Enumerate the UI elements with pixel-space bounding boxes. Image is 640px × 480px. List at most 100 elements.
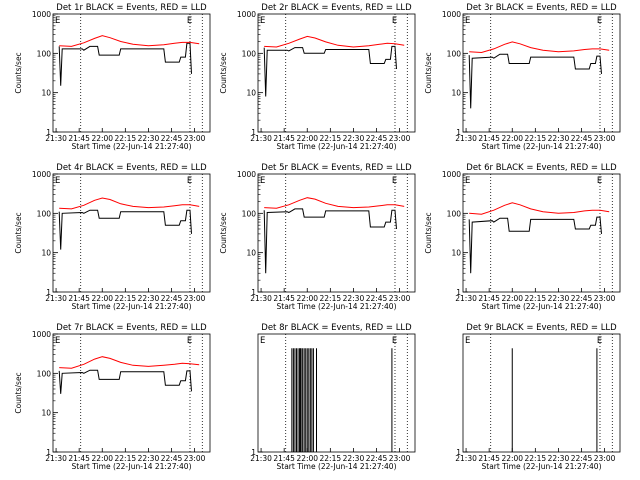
y-tick-label: 100 bbox=[447, 209, 462, 218]
chart-title: Det 5r BLACK = Events, RED = LLD bbox=[261, 163, 412, 173]
y-axis-label: Counts/sec bbox=[14, 52, 23, 93]
chart-title: Det 8r BLACK = Events, RED = LLD bbox=[261, 323, 412, 333]
x-tick-label: 23:00 bbox=[594, 294, 616, 303]
plot-frame bbox=[52, 13, 211, 133]
lld-series-line bbox=[469, 41, 610, 54]
x-tick-label: 22:30 bbox=[343, 294, 365, 303]
x-tick-label: 21:30 bbox=[250, 134, 272, 143]
x-tick-label: 22:15 bbox=[320, 134, 342, 143]
y-tick-label: 1 bbox=[251, 128, 256, 137]
x-tick-label: 22:45 bbox=[571, 134, 593, 143]
y-tick-label: 10 bbox=[41, 89, 51, 98]
y-tick-label: 1 bbox=[456, 448, 461, 457]
y-axis-label: Counts/sec bbox=[219, 52, 228, 93]
y-tick-label: 1 bbox=[46, 448, 51, 457]
y-tick-label: 1000 bbox=[32, 170, 51, 179]
x-tick-label: 22:45 bbox=[161, 454, 183, 463]
event-marker-label: E bbox=[392, 176, 397, 186]
x-tick-label: 21:45 bbox=[273, 454, 295, 463]
y-tick-label: 1000 bbox=[442, 170, 461, 179]
x-tick-label: 21:45 bbox=[478, 134, 500, 143]
y-tick-label: 1000 bbox=[442, 10, 461, 19]
x-axis-label: Start Time (22-Jun-14 21:27:40) bbox=[482, 142, 602, 151]
event-marker-label: E bbox=[260, 176, 265, 186]
event-marker-label: E bbox=[260, 16, 265, 26]
x-tick-label: 22:30 bbox=[548, 134, 570, 143]
y-axis-label: Counts/sec bbox=[424, 212, 433, 253]
chart-title: Det 1r BLACK = Events, RED = LLD bbox=[56, 3, 207, 13]
y-tick-label: 10 bbox=[41, 409, 51, 418]
event-marker-label: E bbox=[392, 336, 397, 346]
x-tick-label: 23:00 bbox=[389, 294, 411, 303]
x-tick-label: 21:30 bbox=[455, 294, 477, 303]
x-tick-label: 22:15 bbox=[320, 454, 342, 463]
chart-title: Det 2r BLACK = Events, RED = LLD bbox=[261, 3, 412, 13]
x-tick-label: 23:00 bbox=[184, 294, 206, 303]
x-tick-label: 22:00 bbox=[91, 294, 113, 303]
y-tick-label: 10 bbox=[41, 249, 51, 258]
y-tick-label: 100 bbox=[242, 49, 257, 58]
event-marker-label: E bbox=[597, 176, 602, 186]
y-tick-label: 10 bbox=[246, 89, 256, 98]
y-tick-label: 10 bbox=[451, 89, 461, 98]
x-tick-label: 22:15 bbox=[115, 454, 137, 463]
x-tick-label: 21:45 bbox=[478, 454, 500, 463]
y-tick-label: 1000 bbox=[237, 170, 256, 179]
y-tick-label: 100 bbox=[37, 209, 52, 218]
x-tick-label: 22:45 bbox=[161, 294, 183, 303]
y-axis-label: Counts/sec bbox=[14, 372, 23, 413]
lld-series-line bbox=[469, 202, 610, 215]
x-tick-label: 22:30 bbox=[548, 454, 570, 463]
y-tick-label: 100 bbox=[242, 209, 257, 218]
x-axis-label: Start Time (22-Jun-14 21:27:40) bbox=[482, 462, 602, 471]
x-tick-label: 23:00 bbox=[594, 134, 616, 143]
x-tick-label: 21:30 bbox=[45, 294, 67, 303]
lld-series-line bbox=[59, 35, 200, 47]
x-tick-label: 22:00 bbox=[296, 454, 318, 463]
x-tick-label: 23:00 bbox=[184, 134, 206, 143]
plot-frame bbox=[52, 173, 211, 293]
plot-frame bbox=[257, 173, 416, 293]
lld-series-line bbox=[59, 356, 200, 369]
y-tick-label: 10 bbox=[246, 249, 256, 258]
x-tick-label: 22:00 bbox=[91, 134, 113, 143]
event-marker-label: E bbox=[55, 176, 60, 186]
x-tick-label: 22:00 bbox=[91, 454, 113, 463]
event-marker-label: E bbox=[465, 176, 470, 186]
x-tick-label: 22:30 bbox=[138, 134, 160, 143]
x-tick-label: 22:00 bbox=[501, 454, 523, 463]
events-series-line bbox=[468, 53, 602, 109]
x-tick-label: 22:45 bbox=[571, 454, 593, 463]
x-tick-label: 21:45 bbox=[273, 294, 295, 303]
y-axis-label: Counts/sec bbox=[14, 212, 23, 253]
event-marker-label: E bbox=[187, 16, 192, 26]
x-tick-label: 22:30 bbox=[138, 454, 160, 463]
plot-frame bbox=[462, 173, 621, 293]
y-tick-label: 1 bbox=[251, 288, 256, 297]
x-axis-label: Start Time (22-Jun-14 21:27:40) bbox=[277, 142, 397, 151]
x-tick-label: 22:30 bbox=[548, 294, 570, 303]
events-series-line bbox=[263, 208, 397, 274]
lld-series-line bbox=[264, 35, 405, 48]
x-tick-label: 22:45 bbox=[571, 294, 593, 303]
event-marker-label: E bbox=[55, 336, 60, 346]
chart-title: Det 7r BLACK = Events, RED = LLD bbox=[56, 323, 207, 333]
events-series-line bbox=[468, 216, 602, 274]
plot-frame bbox=[257, 13, 416, 133]
x-tick-label: 21:45 bbox=[478, 294, 500, 303]
y-tick-label: 1000 bbox=[237, 10, 256, 19]
events-series-line bbox=[58, 42, 192, 86]
chart-title: Det 9r BLACK = Events, RED = LLD bbox=[466, 323, 617, 333]
x-tick-label: 22:30 bbox=[343, 454, 365, 463]
x-tick-label: 21:45 bbox=[68, 134, 90, 143]
x-tick-label: 21:30 bbox=[250, 294, 272, 303]
events-series-line bbox=[263, 45, 397, 97]
